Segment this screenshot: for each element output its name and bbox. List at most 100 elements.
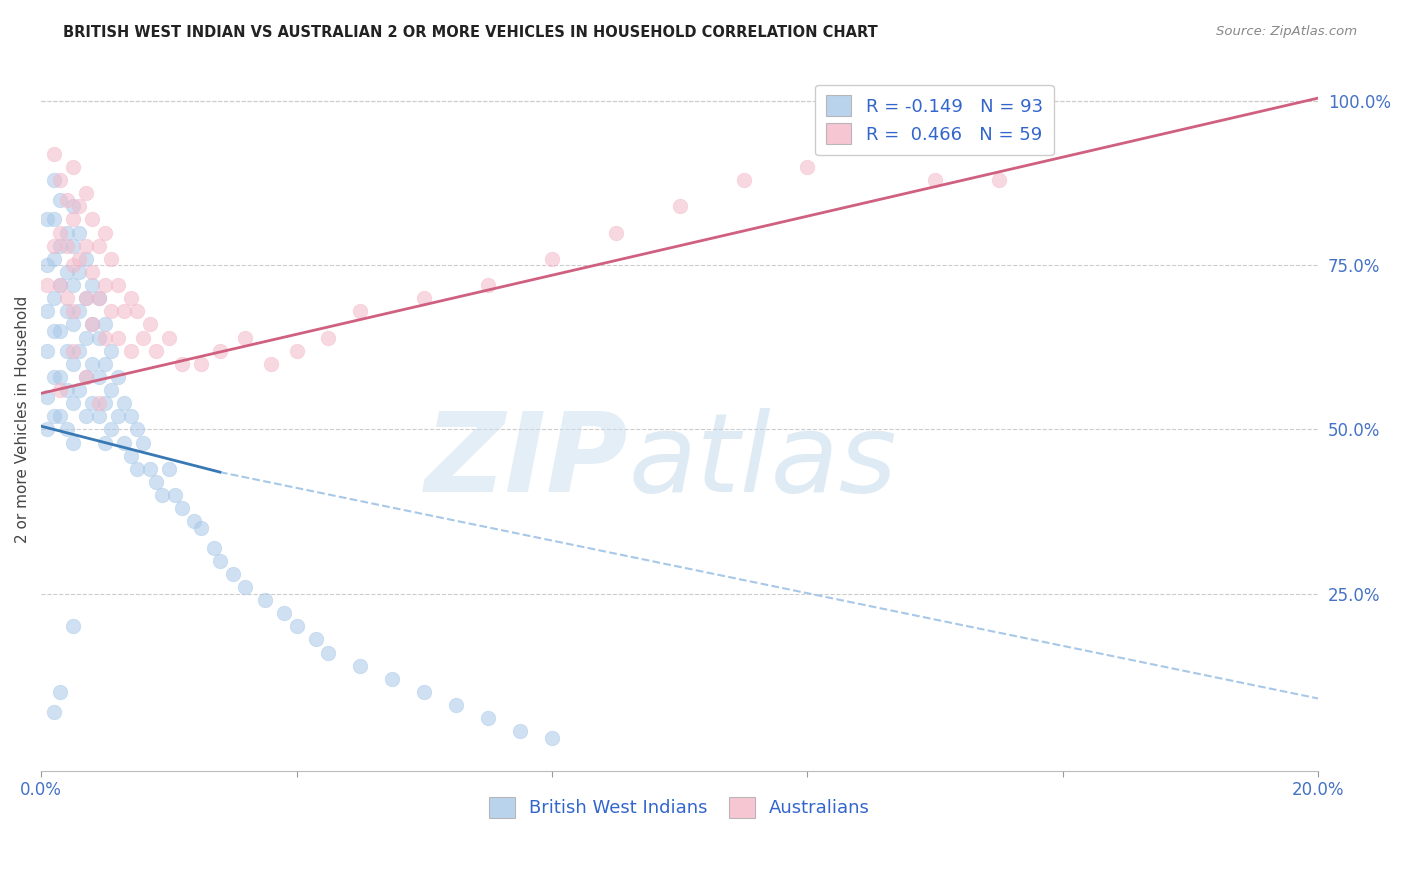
Point [183, 514, 205, 528]
Point [541, 731, 564, 745]
Point [253, 593, 276, 607]
Point [75, 252, 97, 266]
Point [42, 173, 65, 187]
Point [55, 383, 77, 397]
Legend: British West Indians, Australians: British West Indians, Australians [482, 789, 877, 825]
Point [165, 488, 187, 502]
Point [477, 711, 499, 725]
Point [49, 278, 72, 293]
Point [67, 343, 90, 358]
Point [75, 409, 97, 424]
Point [82, 318, 104, 332]
Point [37, 422, 59, 436]
Point [138, 462, 160, 476]
Point [75, 238, 97, 252]
Point [82, 318, 104, 332]
Point [82, 357, 104, 371]
Point [107, 370, 129, 384]
Point [42, 409, 65, 424]
Point [988, 173, 1011, 187]
Point [94, 278, 117, 293]
Point [152, 488, 174, 502]
Point [42, 324, 65, 338]
Point [145, 343, 167, 358]
Point [82, 396, 104, 410]
Point [100, 343, 122, 358]
Point [235, 580, 257, 594]
Point [62, 238, 84, 252]
Point [94, 226, 117, 240]
Point [413, 685, 436, 699]
Point [55, 193, 77, 207]
Point [67, 226, 90, 240]
Text: Source: ZipAtlas.com: Source: ZipAtlas.com [1216, 25, 1357, 38]
Point [42, 212, 65, 227]
Point [67, 265, 90, 279]
Point [75, 370, 97, 384]
Point [87, 291, 110, 305]
Point [42, 705, 65, 719]
Point [62, 318, 84, 332]
Point [924, 173, 946, 187]
Point [170, 357, 193, 371]
Point [49, 238, 72, 252]
Point [42, 238, 65, 252]
Point [87, 238, 110, 252]
Point [94, 396, 117, 410]
Point [132, 435, 155, 450]
Point [62, 396, 84, 410]
Point [107, 409, 129, 424]
Point [75, 186, 97, 201]
Point [49, 193, 72, 207]
Point [138, 318, 160, 332]
Point [318, 646, 340, 660]
Point [82, 212, 104, 227]
Point [100, 304, 122, 318]
Point [112, 396, 135, 410]
Point [381, 672, 404, 686]
Point [668, 199, 690, 213]
Point [733, 173, 755, 187]
Point [235, 330, 257, 344]
Point [62, 278, 84, 293]
Point [190, 357, 212, 371]
Point [37, 278, 59, 293]
Point [112, 304, 135, 318]
Point [67, 199, 90, 213]
Point [62, 343, 84, 358]
Point [62, 619, 84, 633]
Point [49, 324, 72, 338]
Text: BRITISH WEST INDIAN VS AUSTRALIAN 2 OR MORE VEHICLES IN HOUSEHOLD CORRELATION CH: BRITISH WEST INDIAN VS AUSTRALIAN 2 OR M… [63, 25, 877, 40]
Point [42, 146, 65, 161]
Point [87, 409, 110, 424]
Point [202, 541, 225, 555]
Point [82, 265, 104, 279]
Point [208, 554, 231, 568]
Point [82, 278, 104, 293]
Point [62, 259, 84, 273]
Point [100, 252, 122, 266]
Point [55, 343, 77, 358]
Point [67, 383, 90, 397]
Point [37, 304, 59, 318]
Point [273, 606, 295, 620]
Point [132, 330, 155, 344]
Point [285, 619, 308, 633]
Point [49, 370, 72, 384]
Point [107, 330, 129, 344]
Point [112, 435, 135, 450]
Point [190, 521, 212, 535]
Point [125, 304, 148, 318]
Point [55, 238, 77, 252]
Point [75, 291, 97, 305]
Point [42, 291, 65, 305]
Point [37, 259, 59, 273]
Point [349, 304, 371, 318]
Point [55, 304, 77, 318]
Point [87, 291, 110, 305]
Point [509, 724, 531, 739]
Point [55, 226, 77, 240]
Point [318, 330, 340, 344]
Text: ZIP: ZIP [425, 409, 628, 516]
Point [62, 357, 84, 371]
